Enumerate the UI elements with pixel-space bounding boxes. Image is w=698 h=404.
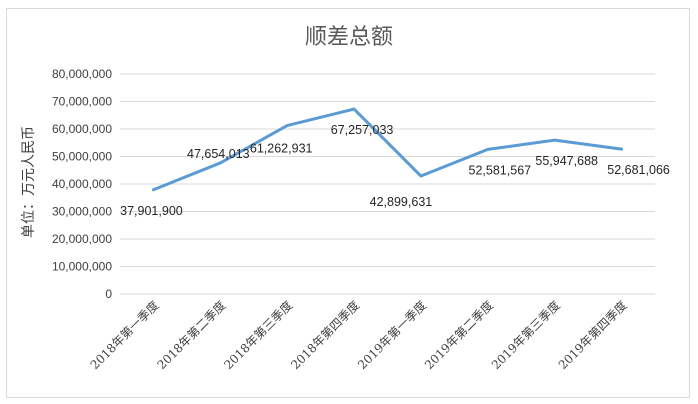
data-label: 67,257,033 <box>331 123 394 137</box>
y-tick-label: 40,000,000 <box>52 177 112 191</box>
data-label: 42,899,631 <box>370 195 433 209</box>
y-axis-label: 单位：万元人民币 <box>21 126 37 238</box>
x-tick-label: 2018年第四季度 <box>288 298 363 373</box>
x-tick-label: 2019年第二季度 <box>421 298 496 373</box>
y-tick-label: 60,000,000 <box>52 122 112 136</box>
series-group <box>151 107 624 192</box>
y-tick-label: 10,000,000 <box>52 260 112 274</box>
x-tick-label: 2018年第二季度 <box>154 298 229 373</box>
x-tick-label: 2019年第三季度 <box>488 298 563 373</box>
data-label: 37,901,900 <box>120 204 183 218</box>
y-tick-label: 0 <box>105 287 112 301</box>
y-tick-label: 80,000,000 <box>52 67 112 81</box>
data-label: 52,581,567 <box>469 163 532 177</box>
y-tick-label: 70,000,000 <box>52 95 112 109</box>
gridlines <box>120 73 655 295</box>
y-tick-label: 30,000,000 <box>52 205 112 219</box>
y-axis-ticks: 0 10,000,000 20,000,000 30,000,000 40,000,00… <box>52 67 112 301</box>
chart-frame <box>6 8 690 398</box>
data-label: 47,654,013 <box>187 147 250 161</box>
data-label: 55,947,688 <box>535 154 598 168</box>
x-axis-ticks: 2018年第一季度2018年第二季度2018年第三季度2018年第四季度2019… <box>87 298 630 373</box>
data-labels: 37,901,900 47,654,013 61,262,931 67,257,033… <box>120 123 670 218</box>
x-tick-label: 2019年第四季度 <box>555 298 630 373</box>
chart-title: 顺差总额 <box>305 25 393 50</box>
data-label: 61,262,931 <box>250 142 313 156</box>
y-tick-label: 20,000,000 <box>52 232 112 246</box>
data-label: 52,681,066 <box>607 163 670 177</box>
series-line <box>151 107 624 192</box>
x-tick-label: 2018年第三季度 <box>221 298 296 373</box>
x-tick-label: 2019年第一季度 <box>354 298 429 373</box>
x-tick-label: 2018年第一季度 <box>87 298 162 373</box>
y-tick-label: 50,000,000 <box>52 150 112 164</box>
